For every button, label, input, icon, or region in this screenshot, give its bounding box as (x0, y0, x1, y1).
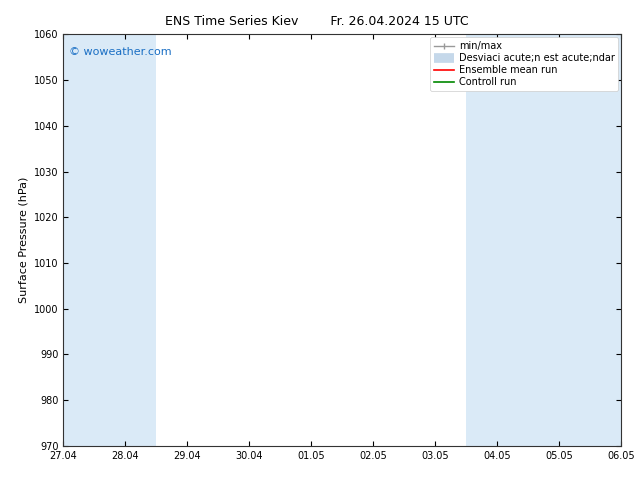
Bar (63, 34, 94, 446)
Bar (467, 34, 528, 446)
Legend: min/max, Desviaci acute;n est acute;ndar, Ensemble mean run, Controll run: min/max, Desviaci acute;n est acute;ndar… (430, 37, 618, 91)
Y-axis label: Surface Pressure (hPa): Surface Pressure (hPa) (18, 177, 29, 303)
Text: © woweather.com: © woweather.com (69, 47, 172, 57)
Bar (528, 34, 590, 446)
Text: ENS Time Series Kiev        Fr. 26.04.2024 15 UTC: ENS Time Series Kiev Fr. 26.04.2024 15 U… (165, 15, 469, 28)
Bar (590, 34, 621, 446)
Bar (94, 34, 157, 446)
